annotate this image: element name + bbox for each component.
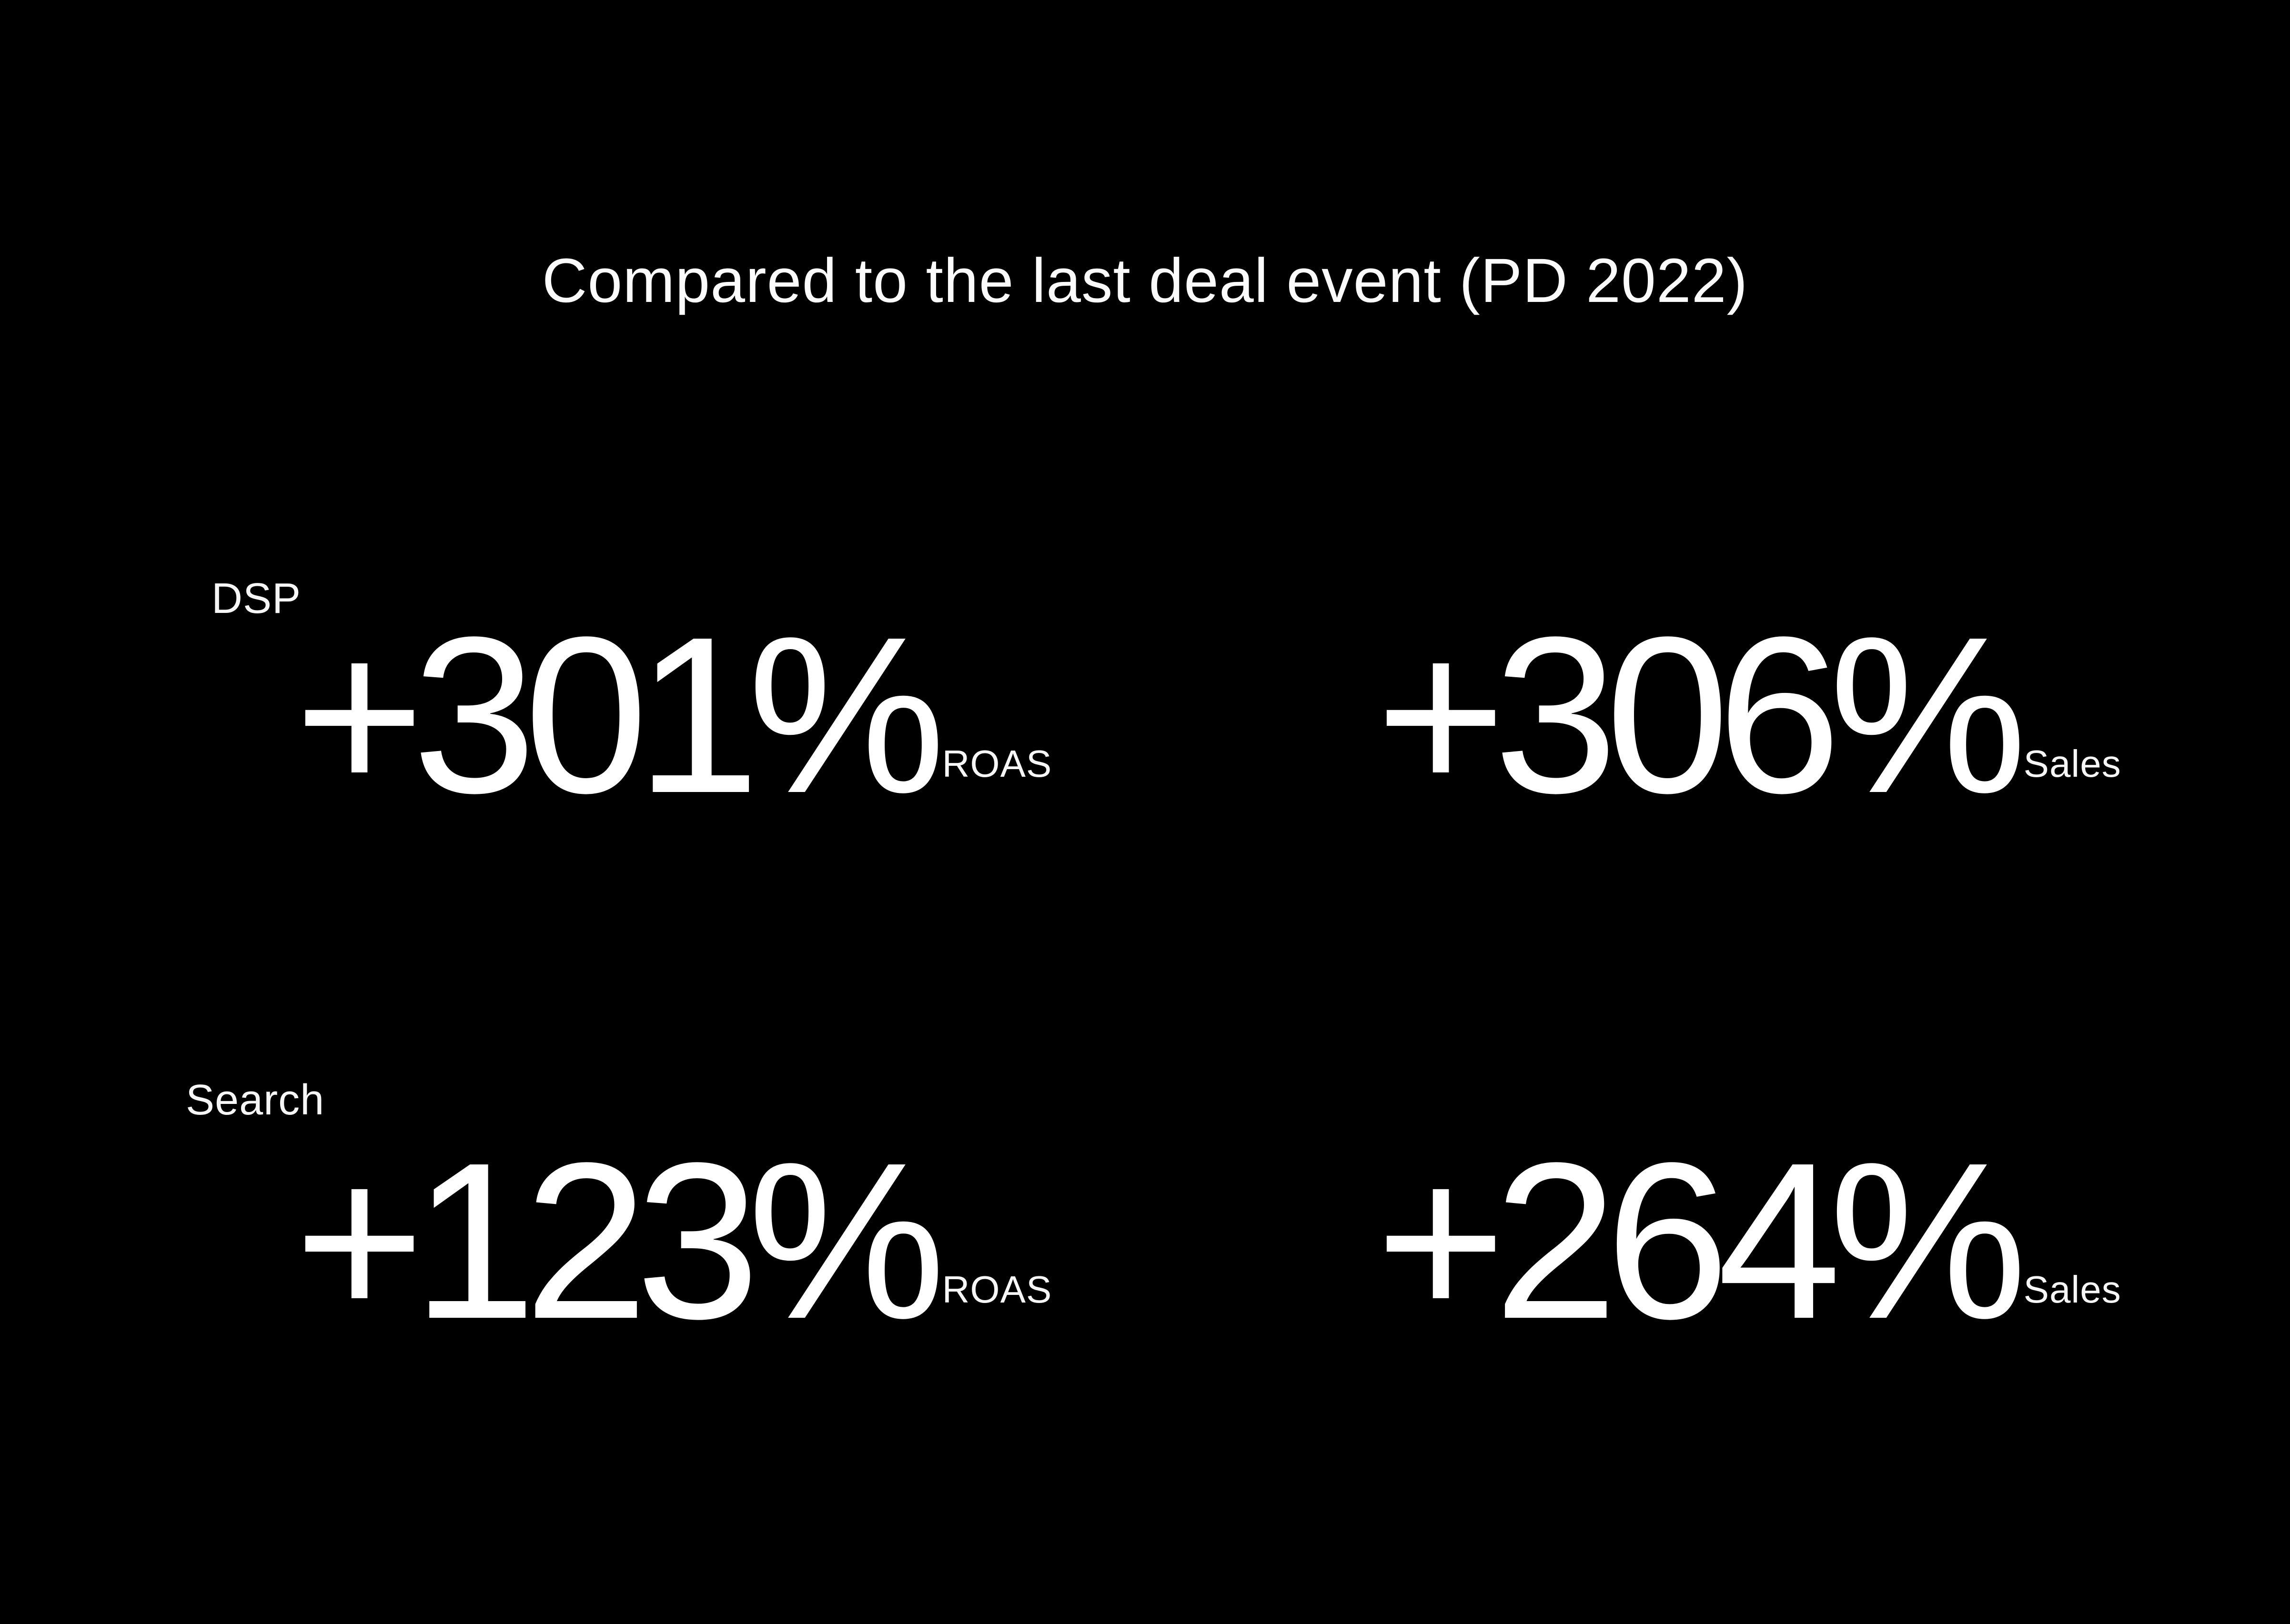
stat-unit: Sales bbox=[2023, 742, 2121, 785]
stat-value: +301% bbox=[294, 591, 946, 840]
stat-dsp-roas: +301% ROAS bbox=[294, 604, 1052, 827]
page-title: Compared to the last deal event (PD 2022… bbox=[542, 245, 1748, 315]
stat-unit: Sales bbox=[2023, 1268, 2121, 1311]
stat-unit: ROAS bbox=[942, 742, 1052, 785]
stat-search-sales: +264% Sales bbox=[1376, 1130, 2121, 1353]
stat-value: +306% bbox=[1376, 591, 2027, 840]
stat-unit: ROAS bbox=[942, 1268, 1052, 1311]
stat-search-roas: +123% ROAS bbox=[294, 1130, 1052, 1353]
stat-value: +264% bbox=[1376, 1116, 2027, 1365]
stat-dsp-sales: +306% Sales bbox=[1376, 604, 2121, 827]
group-label-search: Search bbox=[186, 1076, 325, 1124]
stat-value: +123% bbox=[294, 1116, 946, 1365]
group-label-dsp: DSP bbox=[212, 575, 302, 622]
